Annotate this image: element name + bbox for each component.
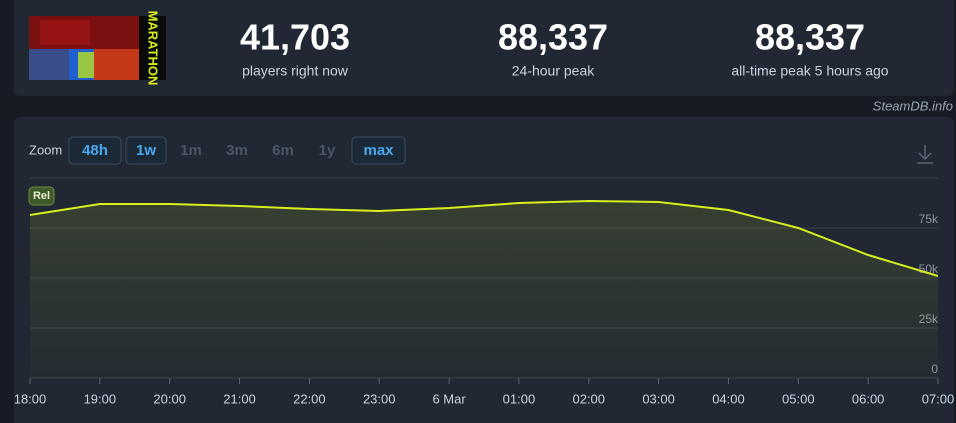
x-tick-label: 19:00 [84, 391, 117, 406]
zoom-option[interactable]: 1w [136, 142, 156, 159]
zoom-button[interactable] [125, 136, 167, 165]
badge-bg [28, 186, 55, 206]
stats-panel [14, 0, 954, 96]
line [29, 199, 939, 277]
stat-label: 24-hour peak [512, 63, 596, 79]
zoom-option[interactable]: 1m [180, 142, 202, 159]
download-icon[interactable] [917, 145, 933, 164]
stat-value: 88,337 [498, 17, 608, 58]
x-tick-label: 6 Mar [432, 391, 466, 406]
x-tick-label: 18:00 [14, 391, 47, 406]
badge: Rel [33, 190, 50, 202]
zoom-label: Zoom [29, 142, 62, 157]
zoom-button[interactable] [68, 136, 122, 165]
x-tick-label: 23:00 [363, 391, 396, 406]
x-tick-label: 02:00 [572, 391, 605, 406]
x-tick-label: 05:00 [782, 391, 815, 406]
stat-value: 88,337 [755, 17, 865, 58]
zoom-option[interactable]: 1y [319, 142, 336, 159]
x-tick-label: 04:00 [712, 391, 745, 406]
game-cover: MARATHON [29, 11, 166, 86]
x-tick-label: 21:00 [223, 391, 256, 406]
cover-text: MARATHON [146, 11, 161, 86]
x-tick-label: 07:00 [922, 391, 955, 406]
x-tick-label: 22:00 [293, 391, 326, 406]
x-tick-label: 06:00 [852, 391, 885, 406]
zoom-option[interactable]: 6m [272, 142, 294, 159]
stat-label: all-time peak 5 hours ago [731, 63, 888, 79]
zoom-option[interactable]: max [363, 142, 394, 159]
area [30, 201, 938, 378]
stat-value: 41,703 [240, 17, 350, 58]
y-tick-label: 75k [919, 212, 939, 226]
x-tick-label: 01:00 [503, 391, 536, 406]
x-tick-label: 20:00 [153, 391, 186, 406]
zoom-option[interactable]: 3m [226, 142, 248, 159]
source: SteamDB.info [873, 98, 953, 113]
x-tick-label: 03:00 [642, 391, 675, 406]
stat-label: players right now [242, 63, 349, 79]
zoom-option[interactable]: 48h [82, 142, 108, 159]
zoom-button[interactable] [351, 136, 406, 165]
